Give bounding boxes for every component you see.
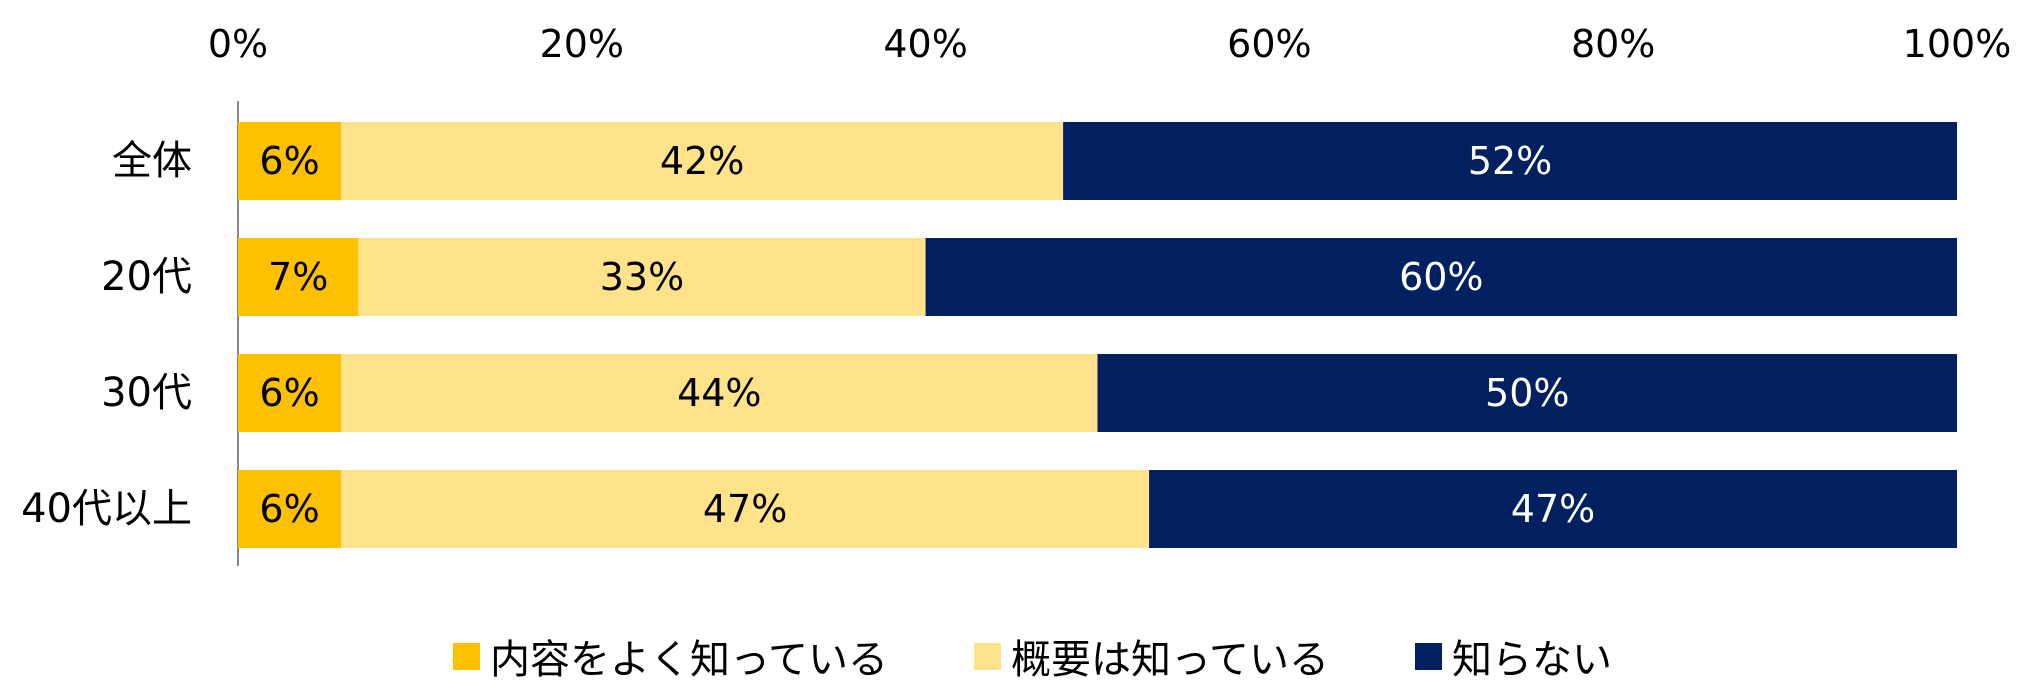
data-label: 7% <box>268 255 328 299</box>
x-axis-ticks: 0% 20% 40% 60% 80% 100% <box>208 22 2011 66</box>
stacked-bar-chart: 0% 20% 40% 60% 80% 100% 全体 20代 30代 40代以上 6% 42% 52… <box>21 22 2011 566</box>
data-label: 44% <box>677 371 761 415</box>
x-tick-label: 20% <box>540 22 624 66</box>
x-tick-label: 40% <box>883 22 967 66</box>
bar-segment <box>1063 122 1957 200</box>
legend-item: 概要は知っている <box>974 632 1329 683</box>
bars <box>238 122 1957 548</box>
data-label: 50% <box>1485 371 1569 415</box>
legend-swatch <box>974 642 1001 670</box>
data-label: 6% <box>259 371 319 415</box>
bar-segment <box>1097 354 1957 432</box>
legend-swatch <box>1415 642 1442 670</box>
data-label: 47% <box>703 487 787 531</box>
bar-segment <box>341 122 1064 200</box>
data-label: 47% <box>1511 487 1595 531</box>
category-label: 40代以上 <box>21 486 192 532</box>
category-labels: 全体 20代 30代 40代以上 <box>21 138 192 532</box>
category-label: 20代 <box>101 254 192 300</box>
bar-segment <box>341 354 1098 432</box>
x-tick-label: 80% <box>1571 22 1655 66</box>
legend-item: 内容をよく知っている <box>453 632 888 683</box>
category-label: 全体 <box>112 138 192 184</box>
data-label: 33% <box>600 255 684 299</box>
bar-segment <box>238 238 359 316</box>
x-tick-label: 0% <box>208 22 268 66</box>
legend-label: 内容をよく知っている <box>490 637 888 683</box>
legend-item: 知らない <box>1415 632 1612 683</box>
bar-segment <box>238 470 342 548</box>
bar-segment <box>1149 470 1957 548</box>
bar-segment <box>238 122 342 200</box>
bar-segment <box>341 470 1150 548</box>
data-label: 42% <box>660 139 744 183</box>
legend-label: 知らない <box>1452 637 1612 683</box>
data-labels: 6% 42% 52% 7% 33% 60% 6% 44% 50% 6% 47% 47% <box>259 139 1595 531</box>
data-label: 6% <box>259 139 319 183</box>
bar-segment <box>238 354 342 432</box>
data-label: 60% <box>1399 255 1483 299</box>
data-label: 6% <box>259 487 319 531</box>
legend-label: 概要は知っている <box>1011 637 1329 683</box>
x-tick-label: 60% <box>1227 22 1311 66</box>
legend-swatch <box>453 642 480 670</box>
category-label: 30代 <box>101 370 192 416</box>
bar-segment <box>358 238 926 316</box>
legend: 内容をよく知っている 概要は知っている 知らない <box>0 632 2026 683</box>
data-label: 52% <box>1468 139 1552 183</box>
x-tick-label: 100% <box>1903 22 2012 66</box>
bar-segment <box>925 238 1957 316</box>
